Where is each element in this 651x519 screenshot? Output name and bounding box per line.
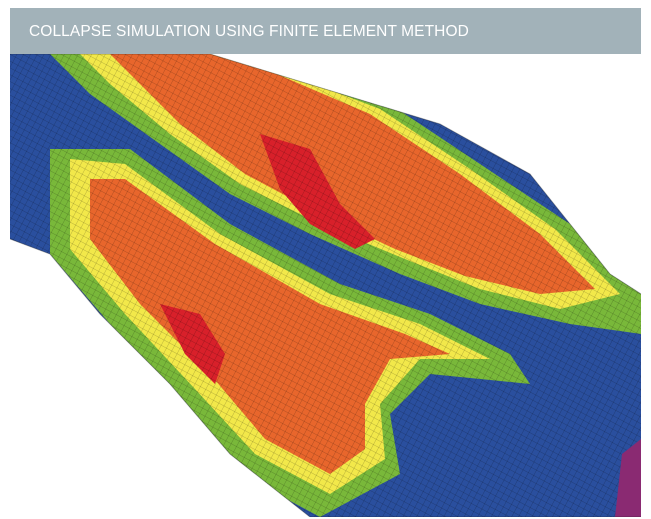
caption-title: COLLAPSE SIMULATION USING FINITE ELEMENT… bbox=[29, 23, 469, 40]
pipe-end-cap bbox=[615, 439, 641, 517]
mesh-grid bbox=[10, 54, 641, 517]
caption-bar: COLLAPSE SIMULATION USING FINITE ELEMENT… bbox=[10, 8, 641, 54]
simulation-image bbox=[10, 54, 641, 517]
pipe-outline bbox=[10, 54, 641, 517]
figure-frame: COLLAPSE SIMULATION USING FINITE ELEMENT… bbox=[10, 8, 641, 517]
fem-mesh-illustration bbox=[10, 54, 641, 517]
